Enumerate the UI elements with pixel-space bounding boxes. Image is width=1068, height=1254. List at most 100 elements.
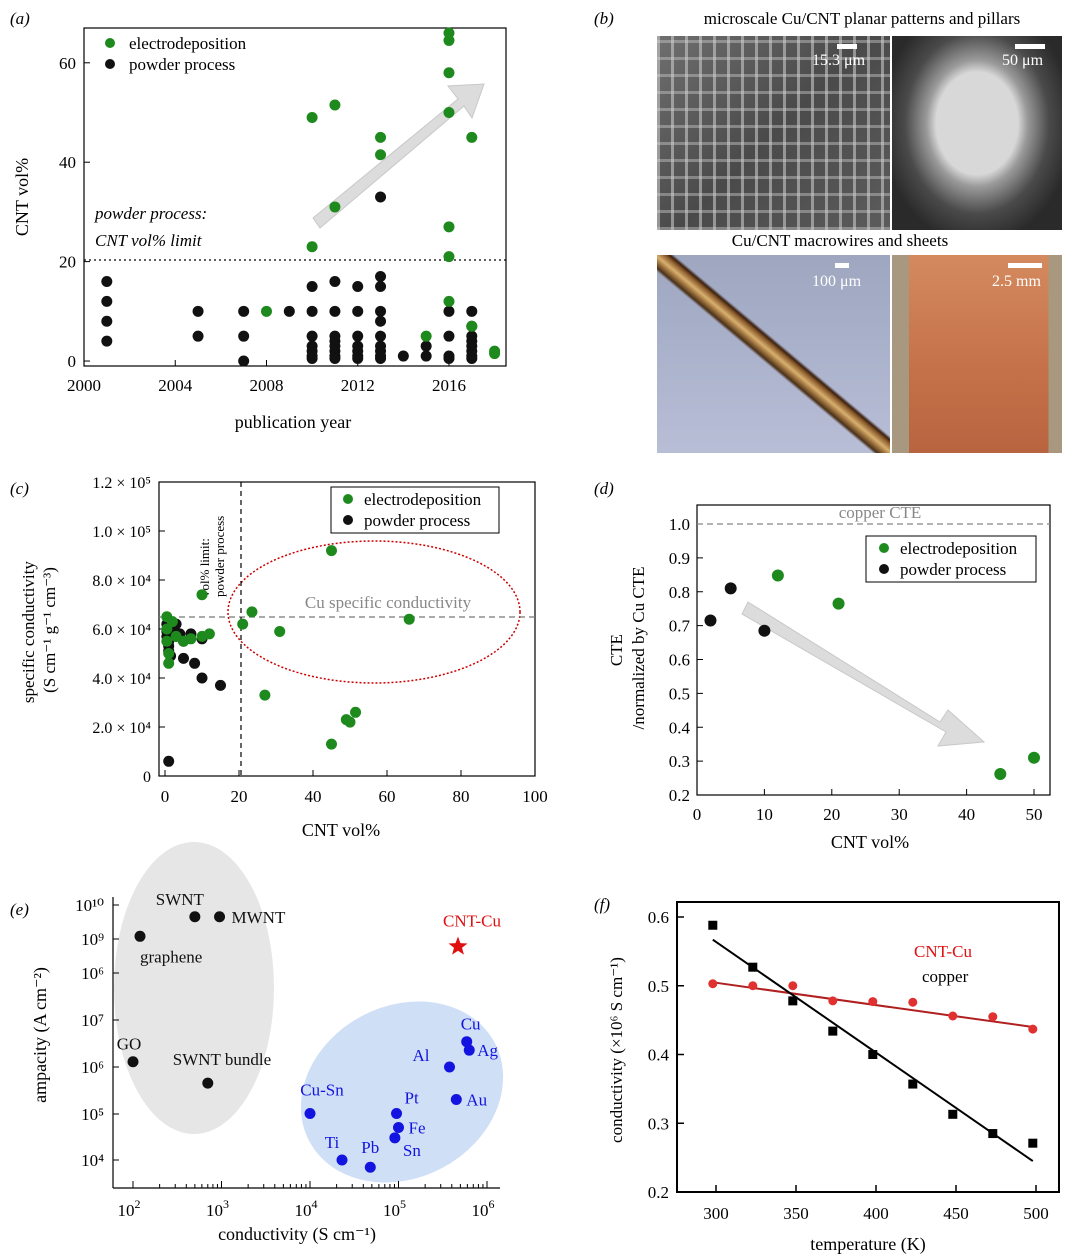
- chart-e-xlabel: conductivity (S cm⁻¹): [218, 1224, 376, 1245]
- data-point-electrodeposition: [771, 569, 784, 582]
- y-tick-label: 10¹⁰: [75, 896, 104, 915]
- point-label: Al: [413, 1046, 430, 1065]
- x-tick-label: 102: [118, 1197, 141, 1220]
- data-point-electrodeposition: [443, 107, 455, 118]
- y-tick-label: 10⁶: [81, 1058, 104, 1077]
- data-point-electrodeposition: [163, 657, 175, 669]
- scale-label: 50 μm: [1002, 52, 1044, 69]
- data-point-electrodeposition: [443, 34, 455, 46]
- point-label: Au: [466, 1091, 487, 1110]
- data-point-powder: [375, 280, 387, 292]
- chart-c-limit-label-line2: powder process: [212, 516, 227, 597]
- x-tick-label: 100: [522, 787, 548, 806]
- legend-powder-label: powder process: [364, 511, 470, 530]
- sheet-photo: 2.5 mm: [892, 255, 1062, 453]
- x-tick-label: 105: [383, 1197, 406, 1220]
- data-point-cnt-cu: [908, 997, 918, 1007]
- data-point-powder: [443, 353, 455, 365]
- scale-bar: [837, 44, 857, 49]
- data-point-electrodeposition: [329, 99, 341, 111]
- data-point-powder: [306, 305, 318, 317]
- data-point-cnt-cu: [1028, 1024, 1038, 1034]
- data-point-powder: [704, 614, 717, 627]
- data-point-metal: [463, 1044, 475, 1056]
- y-tick-label: 0.6: [669, 651, 690, 670]
- y-tick-label: 10⁶: [81, 964, 104, 983]
- data-point-electrodeposition: [260, 305, 272, 317]
- data-point-electrodeposition: [832, 597, 845, 610]
- planar-pattern-sem: 15.3 μm: [657, 36, 890, 230]
- y-tick-label: 10⁵: [81, 1105, 104, 1124]
- point-label: MWNT: [232, 908, 286, 927]
- data-point-electrodeposition: [994, 767, 1007, 780]
- y-tick-label: 0.3: [669, 752, 690, 771]
- data-point-electrodeposition: [326, 545, 337, 557]
- data-point-copper: [948, 1109, 958, 1119]
- data-point-powder: [196, 672, 208, 684]
- data-point-powder: [375, 191, 387, 203]
- chart-c-legend: electrodeposition powder process: [330, 486, 500, 534]
- point-label: Fe: [409, 1118, 426, 1137]
- panel-label-f: (f): [594, 895, 610, 914]
- y-tick-label: 1.0: [669, 515, 690, 534]
- data-point-electrodeposition: [329, 201, 341, 213]
- data-point-electrodeposition: [375, 131, 387, 143]
- data-point-electrodeposition: [237, 618, 249, 630]
- panel-label-e: (e): [10, 900, 29, 919]
- chart-a-ylabel: CNT vol%: [12, 158, 32, 236]
- y-tick-label: 0: [143, 769, 151, 786]
- legend-electrodeposition-label: electrodeposition: [364, 490, 482, 509]
- data-point-electrodeposition: [163, 648, 175, 659]
- data-point-powder: [238, 305, 250, 317]
- data-point-copper: [1028, 1138, 1038, 1148]
- chart-a-annotation-line2: CNT vol% limit: [95, 231, 203, 250]
- chart-d-frame: [696, 504, 1051, 796]
- data-point-electrodeposition: [403, 613, 415, 625]
- data-point-electrodeposition: [326, 738, 337, 750]
- data-point-powder: [283, 305, 295, 317]
- data-point-powder: [758, 624, 771, 637]
- chart-a-legend: electrodeposition powder process: [105, 34, 247, 74]
- data-point-electrodeposition: [489, 348, 501, 360]
- point-label: graphene: [140, 947, 202, 966]
- pillar-sem: 50 μm: [892, 36, 1062, 230]
- data-point-copper: [828, 1026, 838, 1036]
- y-tick-label: 0.2: [648, 1183, 669, 1202]
- y-tick-label: 10⁴: [81, 1151, 104, 1170]
- y-tick-label: 0.9: [669, 549, 690, 568]
- chart-a-xlabel: publication year: [235, 412, 351, 432]
- y-tick-label: 6.0 × 10⁴: [92, 622, 151, 639]
- data-point-carbon: [134, 930, 146, 942]
- x-tick-label: 0: [161, 787, 170, 806]
- x-tick-label: 2008: [249, 376, 283, 395]
- data-point-powder: [215, 679, 226, 691]
- x-tick-label: 10: [756, 805, 773, 824]
- macrowire-photo: 100 μm: [657, 255, 890, 453]
- chart-f-xlabel: temperature (K): [810, 1234, 925, 1254]
- data-point-carbon: [214, 911, 226, 923]
- data-point-electrodeposition: [344, 716, 356, 728]
- panel-b-title-top: microscale Cu/CNT planar patterns and pi…: [704, 9, 1020, 28]
- data-point-powder: [101, 276, 113, 287]
- chart-c-legend-box: [330, 486, 500, 534]
- data-point-powder: [329, 353, 341, 365]
- point-label: Ti: [325, 1133, 340, 1152]
- chart-c-ylabel-line1: specific conductivity: [19, 561, 38, 704]
- chart-d-ylabel-line1: CTE: [607, 634, 626, 666]
- y-tick-label: 0.5: [648, 977, 669, 996]
- chart-f-frame: [676, 901, 1060, 1193]
- point-label: Sn: [403, 1141, 421, 1160]
- data-point-cnt-cu: [708, 979, 718, 989]
- chart-c-limit-label: vol% limit: powder process: [197, 516, 227, 597]
- x-tick-label: 20: [231, 787, 248, 806]
- chart-a-frame: [83, 27, 507, 367]
- panel-label-b: (b): [594, 9, 614, 28]
- chart-f-ylabel: conductivity (×10⁶ S cm⁻¹): [607, 957, 626, 1143]
- x-tick-label: 2004: [158, 376, 193, 395]
- x-tick-label: 20: [823, 805, 840, 824]
- data-point-copper: [908, 1079, 918, 1089]
- data-point-powder: [178, 652, 189, 664]
- data-point-powder: [466, 353, 478, 365]
- chart-c-highlight-ellipse: [227, 540, 521, 684]
